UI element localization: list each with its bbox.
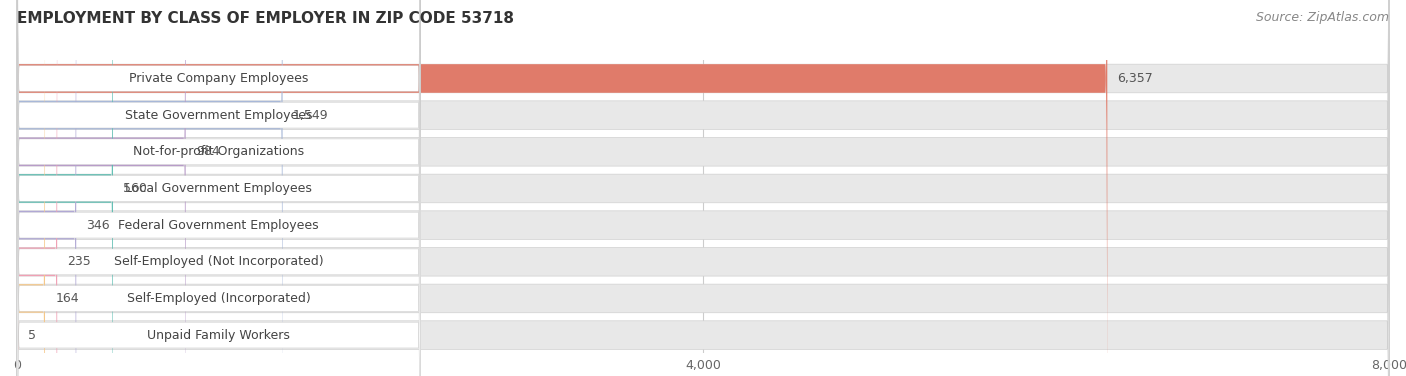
Text: Unpaid Family Workers: Unpaid Family Workers [148, 329, 290, 342]
FancyBboxPatch shape [17, 0, 1108, 376]
Text: Source: ZipAtlas.com: Source: ZipAtlas.com [1256, 11, 1389, 24]
FancyBboxPatch shape [17, 0, 1389, 376]
FancyBboxPatch shape [17, 0, 420, 376]
Text: Self-Employed (Not Incorporated): Self-Employed (Not Incorporated) [114, 255, 323, 268]
FancyBboxPatch shape [17, 0, 420, 376]
FancyBboxPatch shape [17, 0, 1389, 376]
FancyBboxPatch shape [17, 0, 420, 376]
FancyBboxPatch shape [17, 0, 76, 376]
FancyBboxPatch shape [17, 0, 45, 376]
Text: State Government Employees: State Government Employees [125, 109, 312, 122]
FancyBboxPatch shape [17, 0, 58, 376]
FancyBboxPatch shape [17, 0, 1389, 376]
Text: 5: 5 [28, 329, 37, 342]
Text: Local Government Employees: Local Government Employees [125, 182, 312, 195]
Text: 164: 164 [55, 292, 79, 305]
Text: 560: 560 [124, 182, 148, 195]
Text: Not-for-profit Organizations: Not-for-profit Organizations [134, 145, 304, 158]
FancyBboxPatch shape [17, 0, 1389, 376]
Text: EMPLOYMENT BY CLASS OF EMPLOYER IN ZIP CODE 53718: EMPLOYMENT BY CLASS OF EMPLOYER IN ZIP C… [17, 11, 513, 26]
FancyBboxPatch shape [17, 0, 420, 376]
FancyBboxPatch shape [17, 0, 420, 376]
Text: Self-Employed (Incorporated): Self-Employed (Incorporated) [127, 292, 311, 305]
Text: 1,549: 1,549 [292, 109, 329, 122]
Text: 6,357: 6,357 [1118, 72, 1153, 85]
FancyBboxPatch shape [15, 0, 18, 376]
FancyBboxPatch shape [17, 0, 112, 376]
FancyBboxPatch shape [17, 0, 186, 376]
FancyBboxPatch shape [17, 0, 1389, 376]
FancyBboxPatch shape [17, 0, 1389, 376]
FancyBboxPatch shape [17, 0, 1389, 376]
Text: 346: 346 [87, 218, 110, 232]
FancyBboxPatch shape [17, 0, 283, 376]
Text: Private Company Employees: Private Company Employees [129, 72, 308, 85]
FancyBboxPatch shape [17, 0, 420, 376]
Text: Federal Government Employees: Federal Government Employees [118, 218, 319, 232]
FancyBboxPatch shape [17, 0, 420, 376]
FancyBboxPatch shape [17, 0, 420, 376]
Text: 984: 984 [195, 145, 219, 158]
Text: 235: 235 [67, 255, 91, 268]
FancyBboxPatch shape [17, 0, 1389, 376]
